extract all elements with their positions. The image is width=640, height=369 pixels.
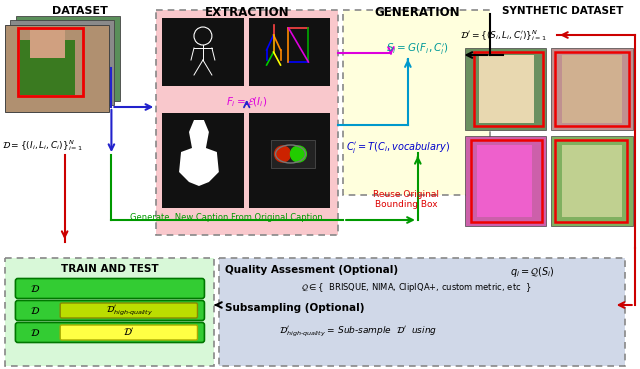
Text: $\mathcal{D}$: $\mathcal{D}$ xyxy=(29,283,40,294)
Polygon shape xyxy=(179,120,219,186)
Bar xyxy=(551,48,633,130)
Text: $\mathcal{Q} \in \{$  BRISQUE, NIMA, ClipIQA+, custom metric, etc  $\}$: $\mathcal{Q} \in \{$ BRISQUE, NIMA, Clip… xyxy=(301,281,531,294)
Text: GENERATION: GENERATION xyxy=(374,6,460,19)
Text: SYNTHETIC DATASET: SYNTHETIC DATASET xyxy=(502,6,624,16)
Text: DATASET: DATASET xyxy=(52,6,108,16)
Bar xyxy=(465,136,546,226)
Bar xyxy=(465,48,546,130)
FancyBboxPatch shape xyxy=(15,279,204,299)
Text: TRAIN AND TEST: TRAIN AND TEST xyxy=(61,264,158,274)
Bar xyxy=(474,52,543,126)
Text: $\mathcal{D}$: $\mathcal{D}$ xyxy=(29,327,40,338)
Text: Quality Assesment (Optional): Quality Assesment (Optional) xyxy=(225,265,398,275)
FancyBboxPatch shape xyxy=(60,325,198,340)
Bar xyxy=(162,18,244,86)
Text: $\mathcal{D}=\{(I_i,L_i,C_i)\}_{i=1}^N$: $\mathcal{D}=\{(I_i,L_i,C_i)\}_{i=1}^N$ xyxy=(2,138,83,153)
Text: $\mathcal{D}^{\prime}_{high\text{-}quality}$: $\mathcal{D}^{\prime}_{high\text{-}quali… xyxy=(106,303,153,318)
Text: Generate  New Caption From Original Caption: Generate New Caption From Original Capti… xyxy=(131,213,323,222)
FancyBboxPatch shape xyxy=(60,303,198,318)
Bar xyxy=(562,55,621,123)
Bar xyxy=(271,140,316,168)
Text: EXTRACTION: EXTRACTION xyxy=(204,6,289,19)
Bar xyxy=(162,113,244,208)
Bar xyxy=(30,30,65,58)
Text: Reuse Original
Bounding Box: Reuse Original Bounding Box xyxy=(373,190,439,209)
Text: $F_i = \mathcal{E}(I_i)$: $F_i = \mathcal{E}(I_i)$ xyxy=(226,95,268,108)
FancyBboxPatch shape xyxy=(15,323,204,342)
Bar xyxy=(562,145,621,217)
Bar xyxy=(249,113,330,208)
Bar xyxy=(5,258,214,366)
Bar xyxy=(249,18,330,86)
Bar xyxy=(470,140,542,222)
Bar xyxy=(16,16,120,101)
Text: Subsampling (Optional): Subsampling (Optional) xyxy=(225,303,364,313)
Text: $S_i = G(F_i, C_i^{\prime})$: $S_i = G(F_i, C_i^{\prime})$ xyxy=(386,42,449,58)
Text: $\mathcal{D}^{\prime}$: $\mathcal{D}^{\prime}$ xyxy=(124,327,135,338)
Text: $C_i^{\prime} = T(C_i, vocabulary)$: $C_i^{\prime} = T(C_i, vocabulary)$ xyxy=(346,140,451,155)
Bar xyxy=(477,145,532,217)
Bar xyxy=(555,140,627,222)
Bar xyxy=(20,40,75,95)
Bar xyxy=(0,0,637,248)
Text: $\mathcal{D}^{\prime}=\{(S_i,L_i,C_i^{\prime})\}_{i=1}^N$: $\mathcal{D}^{\prime}=\{(S_i,L_i,C_i^{\p… xyxy=(460,28,547,43)
Bar xyxy=(18,28,83,96)
Bar xyxy=(343,10,490,195)
FancyBboxPatch shape xyxy=(15,300,204,321)
Text: $q_i = \mathcal{Q}(S_i)$: $q_i = \mathcal{Q}(S_i)$ xyxy=(510,265,555,279)
Bar xyxy=(5,258,214,366)
Circle shape xyxy=(275,146,291,162)
Bar xyxy=(343,10,490,195)
Bar xyxy=(219,258,625,366)
Bar xyxy=(555,52,628,126)
Bar xyxy=(5,25,109,112)
Bar xyxy=(156,10,338,235)
Circle shape xyxy=(291,146,307,162)
Bar xyxy=(551,136,633,226)
Bar xyxy=(479,55,534,123)
Bar xyxy=(219,258,625,366)
Text: $\mathcal{D}$: $\mathcal{D}$ xyxy=(29,305,40,316)
Bar xyxy=(156,10,338,235)
Text: $\mathcal{D}^{\prime}_{high\text{-}quality}$ = Sub-sample  $\mathcal{D}^{\prime}: $\mathcal{D}^{\prime}_{high\text{-}quali… xyxy=(279,325,437,339)
Bar xyxy=(10,20,115,105)
